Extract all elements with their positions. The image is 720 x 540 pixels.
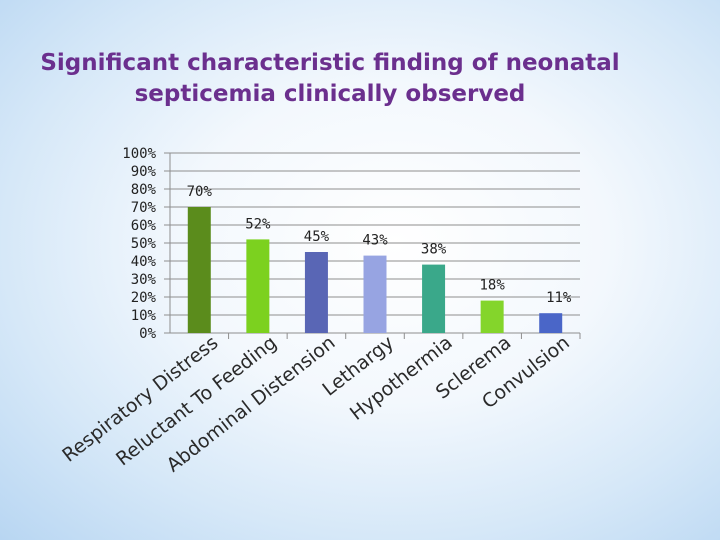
data-label: 18% [479,278,505,294]
data-label: 52% [245,216,271,232]
data-label: 43% [362,233,388,249]
bar [363,255,387,333]
chart-title-line-2: septicemia clinically observed [134,81,526,107]
y-tick-label: 100% [122,146,156,162]
y-tick-label: 20% [131,290,157,306]
y-tick-label: 80% [131,182,157,198]
y-tick-label: 0% [139,326,156,342]
data-label: 70% [187,184,213,200]
y-tick-label: 60% [131,218,157,234]
data-label: 38% [421,242,447,258]
chart-title-line-1: Significant characteristic finding of ne… [40,50,620,76]
bar [187,207,211,333]
bar [304,252,328,333]
y-tick-label: 50% [131,236,157,252]
category-label: Hypothermia [346,332,457,425]
bar [480,300,504,333]
y-tick-label: 10% [131,308,157,324]
bar [422,264,446,333]
bar [246,239,270,333]
bar [539,313,563,333]
data-label: 45% [304,229,330,245]
y-tick-label: 30% [131,272,157,288]
data-label: 11% [546,290,572,306]
y-tick-label: 40% [131,254,157,270]
chart-title: Significant characteristic finding of ne… [20,48,640,110]
y-tick-label: 90% [131,164,157,180]
y-tick-label: 70% [131,200,157,216]
